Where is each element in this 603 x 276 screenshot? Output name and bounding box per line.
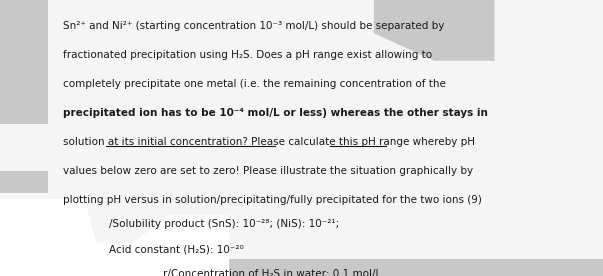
Text: Acid constant (H₂S): 10⁻²⁰: Acid constant (H₂S): 10⁻²⁰	[109, 244, 243, 254]
Text: r/Concentration of H₂S in water: 0.1 mol/L: r/Concentration of H₂S in water: 0.1 mol…	[163, 269, 381, 276]
Text: Sn²⁺ and Ni²⁺ (starting concentration 10⁻³ mol/L) should be separated by: Sn²⁺ and Ni²⁺ (starting concentration 10…	[63, 21, 444, 31]
Text: plotting pH versus in solution/precipitating/fully precipitated for the two ions: plotting pH versus in solution/precipita…	[63, 195, 482, 205]
Text: precipitated ion has to be 10⁻⁴ mol/L or less) whereas the other stays in: precipitated ion has to be 10⁻⁴ mol/L or…	[63, 108, 488, 118]
Text: /Solubility product (SnS): 10⁻²⁸; (NiS): 10⁻²¹;: /Solubility product (SnS): 10⁻²⁸; (NiS):…	[109, 219, 339, 229]
Text: completely precipitate one metal (i.e. the remaining concentration of the: completely precipitate one metal (i.e. t…	[63, 79, 446, 89]
Polygon shape	[374, 0, 494, 61]
Polygon shape	[0, 124, 48, 171]
FancyBboxPatch shape	[48, 0, 603, 259]
Polygon shape	[0, 193, 211, 276]
Text: fractionated precipitation using H₂S. Does a pH range exist allowing to: fractionated precipitation using H₂S. Do…	[63, 50, 432, 60]
Text: solution at its initial concentration? Please calculate this pH range whereby pH: solution at its initial concentration? P…	[63, 137, 475, 147]
Text: values below zero are set to zero! Please illustrate the situation graphically b: values below zero are set to zero! Pleas…	[63, 166, 473, 176]
Polygon shape	[0, 199, 229, 276]
